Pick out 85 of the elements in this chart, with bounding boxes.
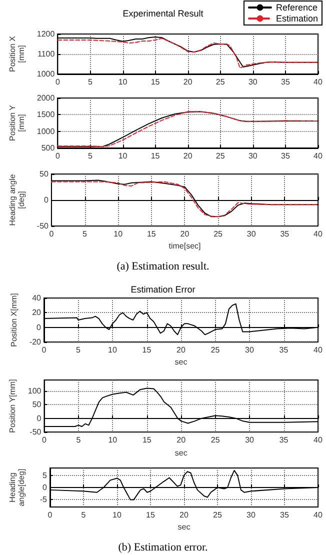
x-tick-label: 25 [213,510,222,520]
y-tick-label: 1200 [36,30,56,38]
x-tick-label: 25 [216,78,226,86]
chart-title: Experimental Result [122,8,204,18]
x-tick-label: 10 [118,78,128,86]
x-tick-label: 25 [210,346,220,354]
y-tick-label: -20 [29,338,42,346]
x-tick-label: 25 [214,230,224,238]
x-tick-label: 30 [245,346,254,354]
y-tick-label: 5 [42,470,48,480]
x-tick-label: 5 [76,346,82,354]
y-tick-label: 0 [42,483,48,492]
x-tick-label: 10 [118,152,128,160]
y-tick-label: 1100 [37,50,56,58]
y-axis-title: Heading angle[deg] [8,468,26,506]
y-tick-label: 2000 [36,94,56,102]
y-tick-label: 0 [36,322,42,332]
x-tick-label: 40 [314,436,323,444]
x-tick-label: 35 [280,230,290,238]
x-tick-label: 35 [279,346,289,354]
x-tick-label: 35 [280,510,290,520]
x-axis-title: sec [178,522,190,532]
y-tick-label: 0 [44,196,50,204]
y-tick-label: -5 [40,495,48,504]
y-axis-title: Position X [mm] [8,35,26,72]
y-tick-label: 1000 [36,126,56,136]
x-tick-label: 20 [183,78,193,86]
x-tick-label: 5 [88,78,94,86]
x-tick-label: 40 [314,78,323,86]
text: (b) Estimation error. [118,542,208,554]
y-tick-label: 50 [32,400,42,410]
x-tick-label: 25 [210,436,220,444]
text: (a) Estimation result. [116,260,210,272]
y-tick-label: 500 [41,144,56,152]
x-tick-label: 20 [183,152,193,160]
y-tick-label: 1000 [36,70,56,78]
x-tick-label: 5 [81,510,86,520]
x-tick-label: 10 [114,230,124,238]
x-tick-label: 15 [142,436,152,444]
x-tick-label: 20 [176,436,186,444]
y-axis-title: Position X[mm] [10,293,19,347]
x-tick-label: 5 [88,152,94,160]
x-tick-label: 30 [246,230,256,238]
x-tick-label: 15 [146,510,156,520]
x-tick-label: 35 [279,436,289,444]
x-tick-label: 40 [314,346,323,354]
x-tick-label: 15 [150,78,160,86]
legend-label: Estimation [276,14,318,24]
x-tick-label: 40 [314,230,323,238]
x-tick-label: 30 [246,510,256,520]
x-tick-label: 10 [112,510,122,520]
y-tick-label: -50 [30,428,42,436]
y-tick-label: -50 [36,222,50,230]
x-tick-label: 5 [76,436,82,444]
y-tick-label: 50 [40,170,50,178]
x-tick-label: 35 [281,152,290,160]
x-axis-title: time[sec] [168,242,201,250]
x-tick-label: 20 [176,346,186,354]
x-tick-label: 20 [180,230,190,238]
x-tick-label: 30 [248,78,258,86]
x-tick-label: 15 [142,346,152,354]
x-tick-label: 10 [108,346,118,354]
y-tick-label: 20 [32,308,42,318]
x-tick-label: 10 [108,436,118,444]
x-tick-label: 20 [180,510,189,520]
y-axis-title: Heading angle [deg] [8,174,26,226]
y-tick-label: 100 [28,386,42,396]
legend-label: Reference [276,2,318,12]
x-tick-label: 30 [245,436,255,444]
x-tick-label: 25 [216,152,226,160]
x-tick-label: 5 [82,230,88,238]
chart-title: Estimation Error [130,284,196,294]
x-tick-label: 15 [150,152,160,160]
y-tick-label: 1500 [36,110,56,120]
x-tick-label: 30 [248,152,258,160]
x-axis-title: sec [174,358,188,366]
y-axis-title: Position Y [mm] [8,104,26,141]
x-tick-label: 40 [314,152,323,160]
x-tick-label: 40 [314,510,323,520]
x-axis-title: sec [174,448,188,458]
y-axis-title: Position Y[mm] [8,379,17,433]
x-tick-label: 15 [146,230,156,238]
y-tick-label: 0 [36,414,42,423]
x-tick-label: 35 [281,78,290,86]
y-tick-label: 40 [32,294,42,302]
